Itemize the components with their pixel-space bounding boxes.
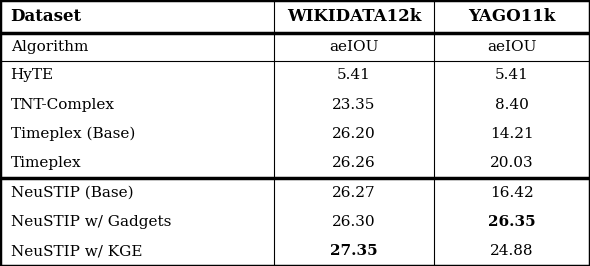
Text: WIKIDATA12k: WIKIDATA12k xyxy=(287,8,421,25)
Text: Timeplex: Timeplex xyxy=(11,156,81,170)
Text: 26.20: 26.20 xyxy=(332,127,376,141)
Text: HyTE: HyTE xyxy=(11,68,54,82)
Text: aeIOU: aeIOU xyxy=(487,40,536,53)
Text: 20.03: 20.03 xyxy=(490,156,533,170)
Text: Dataset: Dataset xyxy=(11,8,82,25)
Text: 26.27: 26.27 xyxy=(332,186,376,200)
Text: Timeplex (Base): Timeplex (Base) xyxy=(11,127,135,141)
Text: aeIOU: aeIOU xyxy=(329,40,379,53)
Text: 16.42: 16.42 xyxy=(490,186,534,200)
Text: 5.41: 5.41 xyxy=(337,68,371,82)
Text: Algorithm: Algorithm xyxy=(11,40,88,53)
Text: NeuSTIP w/ KGE: NeuSTIP w/ KGE xyxy=(11,244,142,258)
Text: NeuSTIP (Base): NeuSTIP (Base) xyxy=(11,186,133,200)
Text: 8.40: 8.40 xyxy=(495,98,529,112)
Text: 27.35: 27.35 xyxy=(330,244,378,258)
Text: 5.41: 5.41 xyxy=(495,68,529,82)
Text: 26.26: 26.26 xyxy=(332,156,376,170)
Text: 26.30: 26.30 xyxy=(332,215,376,229)
Text: 23.35: 23.35 xyxy=(332,98,376,112)
Text: NeuSTIP w/ Gadgets: NeuSTIP w/ Gadgets xyxy=(11,215,171,229)
Text: 14.21: 14.21 xyxy=(490,127,534,141)
Text: 26.35: 26.35 xyxy=(488,215,536,229)
Text: YAGO11k: YAGO11k xyxy=(468,8,556,25)
Text: 24.88: 24.88 xyxy=(490,244,533,258)
Text: TNT-Complex: TNT-Complex xyxy=(11,98,114,112)
